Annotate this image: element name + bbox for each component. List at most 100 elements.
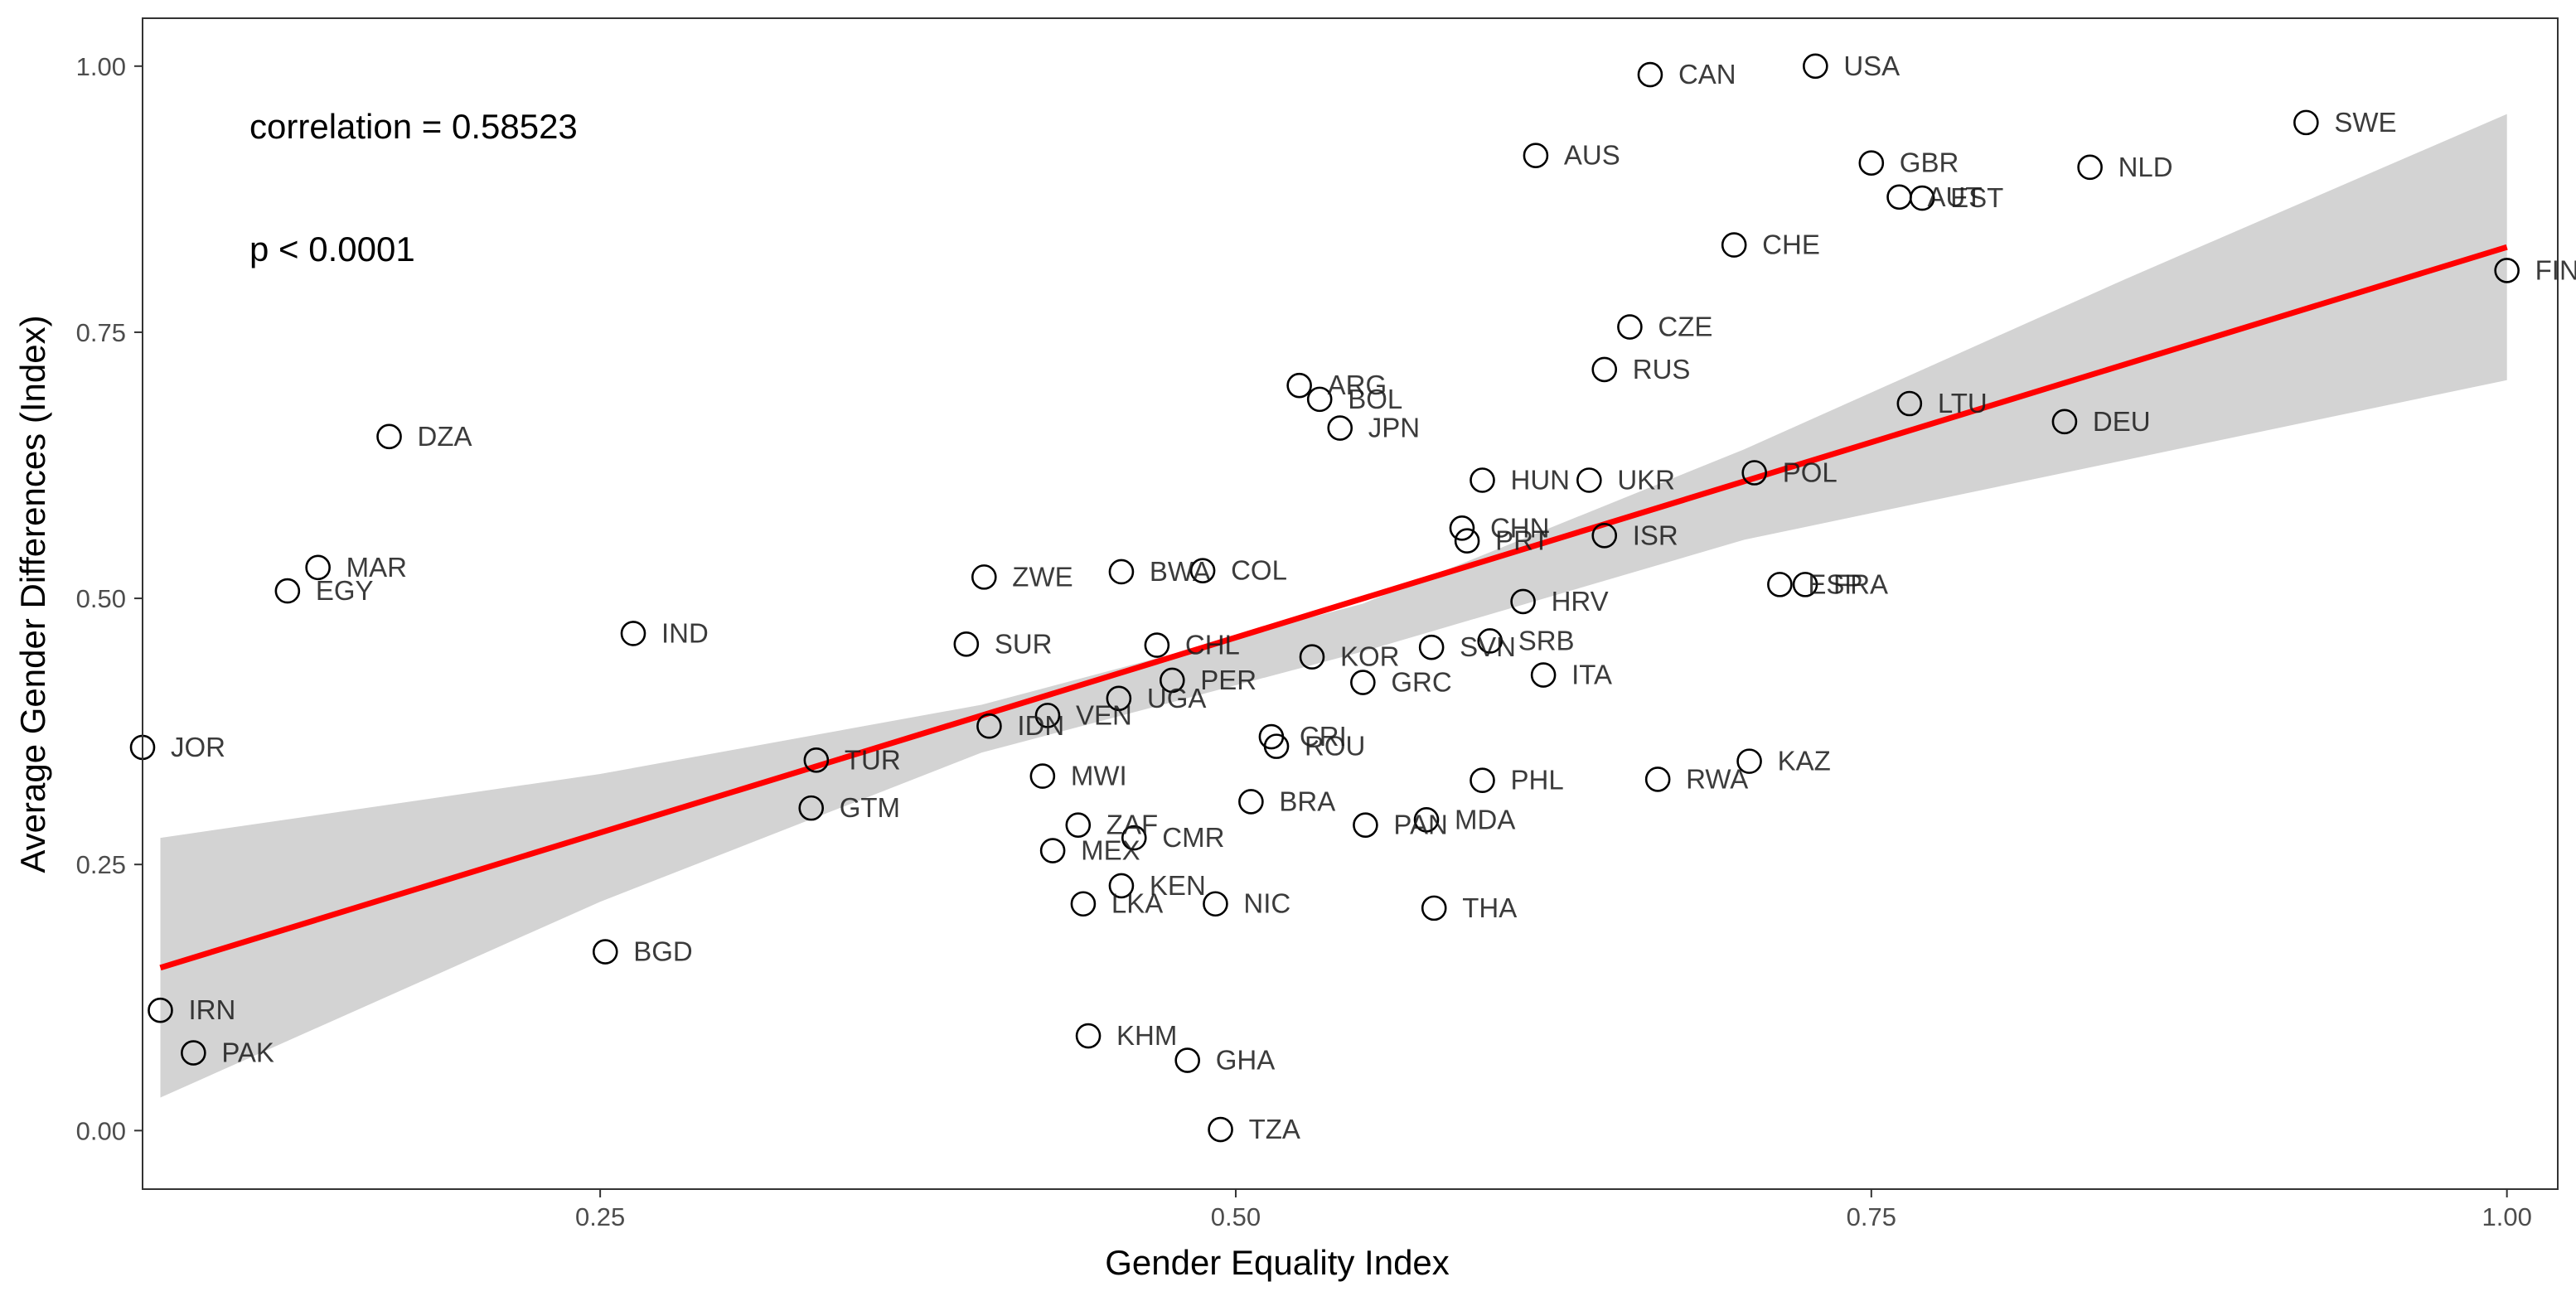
data-point	[1644, 767, 1671, 792]
y-axis-title: Average Gender Differences (Index)	[13, 315, 52, 873]
data-point	[1858, 150, 1885, 176]
point-label: GBR	[1900, 148, 1959, 178]
point-label: GTM	[840, 792, 900, 823]
data-point	[1208, 1116, 1233, 1143]
data-point	[1144, 632, 1170, 658]
y-tick-label: 1.00	[76, 52, 126, 81]
point-label: KAZ	[1778, 746, 1831, 776]
data-point	[1576, 467, 1602, 493]
x-tick-label: 0.50	[1211, 1202, 1261, 1231]
data-point	[305, 554, 331, 581]
point-label: LKA	[1111, 888, 1163, 919]
point-label: PAN	[1393, 810, 1447, 840]
point-label: EGY	[316, 575, 374, 606]
data-point	[1413, 806, 1440, 833]
data-point	[1121, 825, 1147, 851]
point-label: SRB	[1518, 625, 1575, 655]
data-point	[274, 578, 301, 604]
data-point	[1159, 667, 1185, 694]
data-point	[1039, 838, 1066, 863]
data-point	[1075, 1023, 1102, 1049]
point-label: ESP	[1808, 568, 1862, 599]
point-label: HUN	[1511, 464, 1571, 495]
point-label: SUR	[995, 628, 1053, 659]
point-label: IRN	[188, 994, 235, 1025]
data-point	[1767, 572, 1793, 597]
data-point	[1523, 143, 1549, 169]
point-label: CZE	[1658, 312, 1712, 342]
point-label: BWA	[1150, 556, 1211, 587]
point-label: MEX	[1081, 835, 1140, 866]
data-point	[2051, 409, 2078, 435]
data-point	[1299, 644, 1325, 670]
point-label: MAR	[346, 552, 407, 583]
point-label: AUS	[1564, 140, 1620, 171]
x-tick-label: 1.00	[2482, 1202, 2531, 1231]
point-label: PRT	[1495, 525, 1549, 556]
data-point	[1065, 812, 1092, 838]
data-point	[1470, 467, 1495, 493]
point-label: DZA	[418, 421, 472, 452]
data-point	[1510, 588, 1536, 615]
point-label: ZWE	[1012, 561, 1073, 592]
data-point	[181, 1040, 206, 1066]
point-label: DEU	[2093, 406, 2151, 437]
point-label: RWA	[1686, 763, 1748, 794]
point-label: IND	[661, 617, 709, 648]
data-point	[148, 997, 173, 1023]
point-label: UGA	[1147, 683, 1207, 713]
p-value-annotation: p < 0.0001	[249, 230, 415, 268]
points-layer	[129, 53, 2520, 1143]
data-point	[1286, 372, 1312, 399]
panel-border	[142, 17, 2559, 1190]
point-label: UKR	[1617, 464, 1675, 495]
y-tick-label: 0.00	[76, 1116, 126, 1145]
x-tick-label: 0.75	[1847, 1202, 1896, 1231]
data-point	[1108, 559, 1135, 585]
point-label: PHL	[1511, 765, 1564, 796]
point-label: ZAF	[1106, 810, 1158, 840]
data-point	[1449, 515, 1475, 541]
data-point	[1637, 61, 1663, 88]
point-label: FRA	[1833, 568, 1888, 599]
point-label: BGD	[633, 936, 693, 967]
data-point	[1896, 390, 1923, 417]
point-label: JOR	[171, 732, 225, 762]
data-point	[1034, 703, 1061, 728]
point-label: USA	[1843, 51, 1900, 81]
data-point	[1736, 748, 1762, 774]
y-axis: 0.00 0.25 0.50 0.75 1.00	[76, 52, 143, 1145]
point-label: CRI	[1300, 721, 1347, 752]
data-point	[798, 795, 825, 821]
data-point	[803, 747, 830, 773]
point-label: HRV	[1552, 586, 1609, 617]
point-label: MDA	[1455, 804, 1515, 834]
trend-line-layer	[159, 244, 2508, 971]
point-label: KOR	[1340, 641, 1400, 672]
data-point	[1238, 789, 1264, 815]
point-label: KHM	[1116, 1020, 1177, 1051]
point-label: ITA	[1571, 660, 1612, 690]
data-point	[1617, 314, 1643, 340]
data-point	[1353, 812, 1378, 838]
data-point	[1106, 685, 1132, 712]
point-label: GHA	[1216, 1045, 1276, 1076]
data-point	[1029, 763, 1056, 789]
point-label: CHN	[1490, 512, 1550, 543]
data-point	[1306, 386, 1333, 413]
point-label: ISR	[1633, 520, 1678, 550]
point-label: AUT	[1928, 181, 1983, 212]
point-label: GRC	[1391, 667, 1451, 698]
point-label: ROU	[1305, 731, 1365, 762]
point-label: PER	[1200, 665, 1257, 695]
point-label: BRA	[1279, 786, 1335, 816]
data-point	[620, 621, 646, 646]
point-label: COL	[1231, 555, 1287, 586]
data-point	[971, 564, 997, 590]
point-label: LTU	[1938, 388, 1988, 418]
point-label: CHL	[1185, 630, 1240, 660]
data-point	[1721, 232, 1747, 258]
data-point	[2494, 258, 2520, 283]
data-point	[1108, 873, 1135, 899]
point-label: ARG	[1328, 370, 1387, 400]
